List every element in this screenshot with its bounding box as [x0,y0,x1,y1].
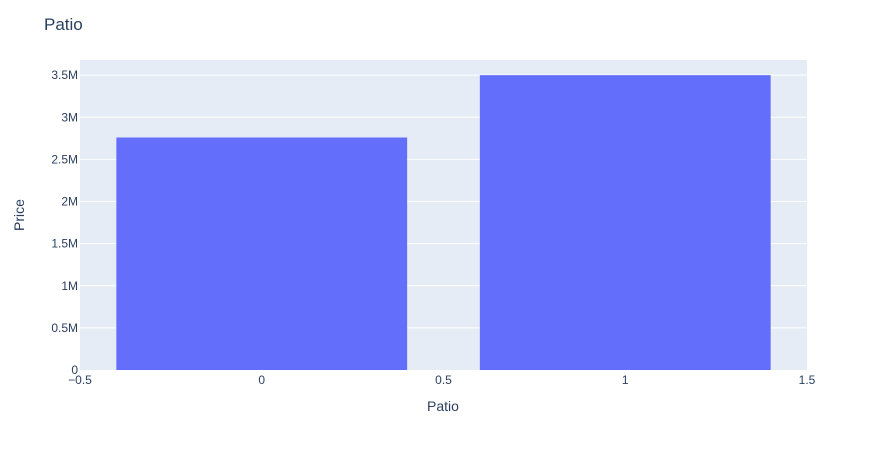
x-tick-label: 0.5 [435,373,452,387]
y-tick-label: 0 [71,363,78,377]
x-tick-label: 0 [258,373,265,387]
bars [116,75,771,371]
chart-title: Patio [44,15,83,34]
y-tick-label: 2M [61,195,78,209]
bar [479,75,771,371]
y-axis-ticks: 0 0.5M 1M 1.5M 2M 2.5M 3M 3.5M [51,68,78,377]
y-tick-label: 2.5M [51,152,78,166]
y-tick-label: 1M [61,279,78,293]
y-tick-label: 3.5M [51,68,78,82]
x-tick-label: 1.5 [799,373,816,387]
y-tick-label: 1.5M [51,237,78,251]
x-axis-ticks: −0.5 0 0.5 1 1.5 [68,373,816,387]
x-tick-label: −0.5 [68,373,92,387]
bar [116,137,408,370]
x-tick-label: 1 [622,373,629,387]
x-axis-title: Patio [427,398,459,414]
y-tick-label: 3M [61,110,78,124]
y-tick-label: 0.5M [51,321,78,335]
y-axis-title: Price [11,199,27,231]
